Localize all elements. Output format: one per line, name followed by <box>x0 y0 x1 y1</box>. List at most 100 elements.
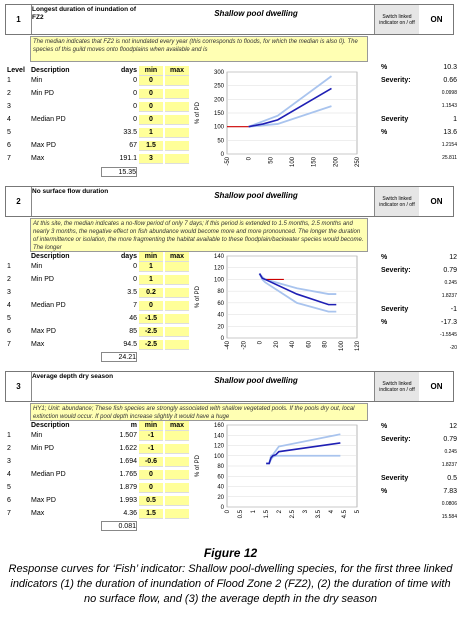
max-cell[interactable] <box>165 327 189 337</box>
x-tick-label: 2.5 <box>290 509 296 518</box>
max-cell[interactable] <box>165 128 189 138</box>
value-cell: 191.1 <box>119 155 137 162</box>
stat-row: Severity 1 <box>379 116 459 126</box>
level-cell: 3 <box>7 289 11 296</box>
max-cell[interactable] <box>165 141 189 151</box>
level-cell: 7 <box>7 155 11 162</box>
stats-column: % 12 Severity: 0.79 0.245 1.8237 Severity -1% -1… <box>379 254 459 362</box>
y-tick-label: 20 <box>217 495 224 501</box>
table-row: 5 33.5 1 <box>5 128 191 138</box>
table-row: 4 Median PD 7 0 <box>5 301 191 311</box>
min-cell[interactable]: 1 <box>139 275 163 285</box>
min-cell[interactable]: 0 <box>139 89 163 99</box>
level-cell: 2 <box>7 445 11 452</box>
min-cell[interactable]: 1.5 <box>139 141 163 151</box>
on-toggle[interactable]: ON <box>430 382 443 391</box>
value-cell: 4.36 <box>123 510 137 517</box>
level-cell: 3 <box>7 103 11 110</box>
min-cell[interactable]: 3 <box>139 154 163 164</box>
switch-linked-indicator-button[interactable]: Switch linked indicator on / off <box>374 372 419 401</box>
unit-header: days <box>121 253 137 260</box>
stat-value: 0.0806 <box>441 501 457 507</box>
max-cell[interactable] <box>165 314 189 324</box>
plot-area <box>226 255 358 339</box>
value-cell: 0 <box>133 90 137 97</box>
max-cell[interactable] <box>165 301 189 311</box>
min-cell[interactable]: -1.5 <box>139 314 163 324</box>
stat-row: % -17.3 <box>379 319 459 329</box>
x-tick-label: -50 <box>225 156 231 165</box>
x-tick-label: 200 <box>333 156 339 167</box>
stat-value: 1.2154 <box>441 142 457 148</box>
on-toggle[interactable]: ON <box>430 15 443 24</box>
switch-linked-indicator-button[interactable]: Switch linked indicator on / off <box>374 5 419 34</box>
switch-linked-indicator-button[interactable]: Switch linked indicator on / off <box>374 187 419 216</box>
x-tick-label: 60 <box>306 340 312 347</box>
x-tick-label: 80 <box>323 340 329 347</box>
habitat-title: Shallow pool dwelling <box>214 191 298 200</box>
min-cell[interactable]: 1 <box>139 128 163 138</box>
level-cell: 2 <box>7 276 11 283</box>
panel-header: 3 Average depth dry season Shallow pool … <box>5 371 454 402</box>
min-cell[interactable]: 0 <box>139 483 163 493</box>
min-cell[interactable]: 0 <box>139 102 163 112</box>
stats-column: % 10.3 Severity: 0.66 0.0998 1.1543 Severity 1%… <box>379 64 459 174</box>
max-cell[interactable] <box>165 340 189 350</box>
max-cell[interactable] <box>165 431 189 441</box>
table-row: 2 Min PD 0 1 <box>5 275 191 285</box>
level-cell: 4 <box>7 302 11 309</box>
y-axis-label: % of PD <box>195 285 201 308</box>
y-tick-label: 80 <box>217 289 224 295</box>
x-tick-label: 0 <box>247 156 253 160</box>
stat-label: Severity <box>381 306 409 313</box>
stat-value: 10.3 <box>443 64 457 71</box>
max-cell[interactable] <box>165 496 189 506</box>
min-cell[interactable]: 1 <box>139 262 163 272</box>
x-tick-label: 3 <box>303 509 309 513</box>
max-cell[interactable] <box>165 288 189 298</box>
max-cell[interactable] <box>165 154 189 164</box>
min-cell[interactable]: -1 <box>139 431 163 441</box>
description-cell: Max PD <box>31 142 56 149</box>
min-cell[interactable]: 0 <box>139 76 163 86</box>
value-cell: 33.5 <box>123 129 137 136</box>
level-cell: 5 <box>7 129 11 136</box>
max-cell[interactable] <box>165 89 189 99</box>
min-cell[interactable]: -1 <box>139 444 163 454</box>
y-tick-label: 0 <box>221 505 225 511</box>
table-row: 7 Max 4.36 1.5 <box>5 509 191 519</box>
max-cell[interactable] <box>165 457 189 467</box>
max-cell[interactable] <box>165 509 189 519</box>
table-row: 1 Min 1.507 -1 <box>5 431 191 441</box>
levels-table: Description days min max 1 Min 0 1 2 Min PD 0 1… <box>5 252 191 362</box>
stat-row: -20 <box>379 345 459 355</box>
max-cell[interactable] <box>165 115 189 125</box>
x-tick-label: 250 <box>355 156 361 167</box>
table-row: 6 Max PD 67 1.5 <box>5 141 191 151</box>
table-row: 2 Min PD 1.622 -1 <box>5 444 191 454</box>
min-cell[interactable]: 0.2 <box>139 288 163 298</box>
min-cell[interactable]: 1.5 <box>139 509 163 519</box>
stat-value: 12 <box>449 423 457 430</box>
stat-row: 0.245 <box>379 280 459 290</box>
max-cell[interactable] <box>165 76 189 86</box>
max-cell[interactable] <box>165 483 189 493</box>
level-cell: 5 <box>7 315 11 322</box>
stat-value: 1.8237 <box>441 462 457 468</box>
stat-value: 0.66 <box>443 77 457 84</box>
max-cell[interactable] <box>165 262 189 272</box>
max-cell[interactable] <box>165 444 189 454</box>
min-cell[interactable]: -0.6 <box>139 457 163 467</box>
min-cell[interactable]: 0 <box>139 301 163 311</box>
max-cell[interactable] <box>165 102 189 112</box>
on-toggle[interactable]: ON <box>430 197 443 206</box>
series-main-line <box>266 442 341 465</box>
max-cell[interactable] <box>165 470 189 480</box>
max-cell[interactable] <box>165 275 189 285</box>
x-tick-label: 50 <box>268 156 274 163</box>
min-cell[interactable]: 0 <box>139 470 163 480</box>
min-cell[interactable]: 0.5 <box>139 496 163 506</box>
min-cell[interactable]: -2.5 <box>139 327 163 337</box>
min-cell[interactable]: 0 <box>139 115 163 125</box>
min-cell[interactable]: -2.5 <box>139 340 163 350</box>
